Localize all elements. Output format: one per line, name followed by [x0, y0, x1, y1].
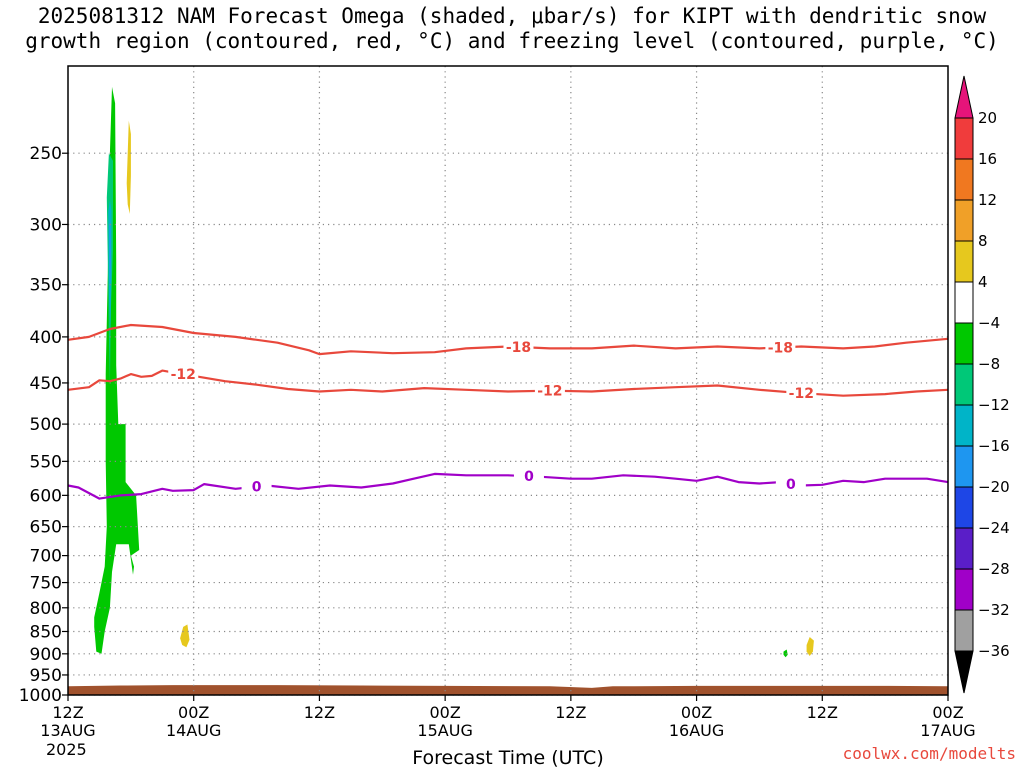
contour-label-0-1: -18 [768, 340, 793, 356]
contour-label-1-1: -12 [537, 384, 562, 400]
y-tick-label-1: 300 [30, 215, 62, 235]
contour-label-bg-0-0 [503, 339, 534, 356]
colorbar-bin-9 [954, 486, 974, 529]
colorbar-bottom-arrow [954, 650, 974, 694]
x-tick-label-6: 12Z [807, 703, 838, 722]
colorbar-label-12: −32 [978, 601, 1010, 619]
y-tick-label-0: 250 [30, 144, 62, 164]
colorbar-label-2: 12 [978, 191, 997, 209]
y-tick-label-10: 750 [30, 574, 62, 594]
colorbar-bin-8 [954, 445, 974, 488]
colorbar-label-11: −28 [978, 560, 1010, 578]
y-tick-label-9: 700 [30, 547, 62, 567]
contour-label-0-0: -18 [506, 340, 531, 356]
y-tick-label-4: 450 [30, 374, 62, 394]
y-tick-label-13: 900 [30, 645, 62, 665]
credit-text: coolwx.com/modelts [842, 744, 1016, 763]
colorbar-bin-12 [954, 609, 974, 652]
colorbar-bin-1 [954, 158, 974, 201]
colorbar-label-0: 20 [978, 109, 997, 127]
x-tick-date-1: 14AUG [166, 721, 221, 740]
colorbar-label-4: 4 [978, 273, 988, 291]
x-tick-label-4: 12Z [555, 703, 586, 722]
y-tick-label-14: 950 [30, 666, 62, 686]
x-tick-label-2: 12Z [304, 703, 335, 722]
colorbar-bin-11 [954, 568, 974, 611]
y-tick-label-3: 400 [30, 328, 62, 348]
omega-shade-5 [180, 624, 190, 648]
contour-label-bg-1-1 [534, 382, 565, 399]
x-tick-date-5: 16AUG [669, 721, 724, 740]
y-tick-label-8: 650 [30, 518, 62, 538]
colorbar-top-arrow [954, 75, 974, 119]
y-tick-label-15: 1000 [19, 686, 62, 706]
y-tick-label-2: 350 [30, 276, 62, 296]
colorbar-bin-2 [954, 199, 974, 242]
plot-frame [67, 65, 949, 696]
omega-shade-6 [806, 637, 814, 656]
contour-line-2 [67, 472, 949, 500]
contour-label-1-0: -12 [171, 367, 196, 383]
contour-label-2-2: 0 [786, 477, 796, 493]
contour-label-bg-0-1 [765, 339, 796, 356]
x-axis-title: Forecast Time (UTC) [412, 747, 603, 768]
colorbar-label-6: −8 [978, 355, 1000, 373]
colorbar-bin-7 [954, 404, 974, 447]
x-tick-label-7: 00Z [932, 703, 963, 722]
x-tick-date-7: 17AUG [920, 721, 975, 740]
contour-line-1 [67, 369, 949, 397]
x-tick-label-1: 00Z [178, 703, 209, 722]
contour-label-bg-1-2 [786, 385, 817, 402]
y-tick-label-5: 500 [30, 415, 62, 435]
chart-title: 2025081312 NAM Forecast Omega (shaded, μ… [25, 4, 999, 53]
y-tick-label-12: 850 [30, 622, 62, 642]
contour-label-bg-2-2 [775, 475, 806, 492]
colorbar-label-7: −12 [978, 396, 1010, 414]
y-tick-label-11: 800 [30, 599, 62, 619]
colorbar-label-5: −4 [978, 314, 1000, 332]
x-tick-label-5: 00Z [681, 703, 712, 722]
colorbar-bin-5 [954, 322, 974, 365]
colorbar-label-13: −36 [978, 642, 1010, 660]
colorbar-bin-3 [954, 240, 974, 283]
contour-label-bg-1-0 [168, 366, 199, 383]
x-tick-date-0: 13AUG [40, 721, 95, 740]
x-tick-date-3: 15AUG [417, 721, 472, 740]
terrain-fill [68, 685, 948, 695]
colorbar-label-9: −20 [978, 478, 1010, 496]
contour-label-bg-2-0 [241, 478, 272, 495]
colorbar-bin-10 [954, 527, 974, 570]
contour-label-2-0: 0 [252, 480, 262, 496]
contour-label-2-1: 0 [524, 469, 534, 485]
x-tick-label-0: 12Z [52, 703, 83, 722]
omega-shade-3 [109, 221, 111, 291]
x-tick-label-3: 00Z [429, 703, 460, 722]
colorbar-label-8: −16 [978, 437, 1010, 455]
y-tick-label-6: 550 [30, 452, 62, 472]
colorbar-bin-6 [954, 363, 974, 406]
colorbar-label-1: 16 [978, 150, 997, 168]
year-label: 2025 [46, 740, 87, 759]
colorbar-bin-4 [954, 281, 974, 324]
colorbar-label-3: 8 [978, 232, 988, 250]
contour-label-bg-2-1 [513, 468, 544, 485]
colorbar-label-10: −24 [978, 519, 1010, 537]
y-tick-label-7: 600 [30, 486, 62, 506]
contour-label-1-2: -12 [789, 386, 814, 402]
omega-shade-4 [126, 120, 131, 214]
omega-shade-0 [94, 86, 140, 654]
colorbar-bin-0 [954, 117, 974, 160]
